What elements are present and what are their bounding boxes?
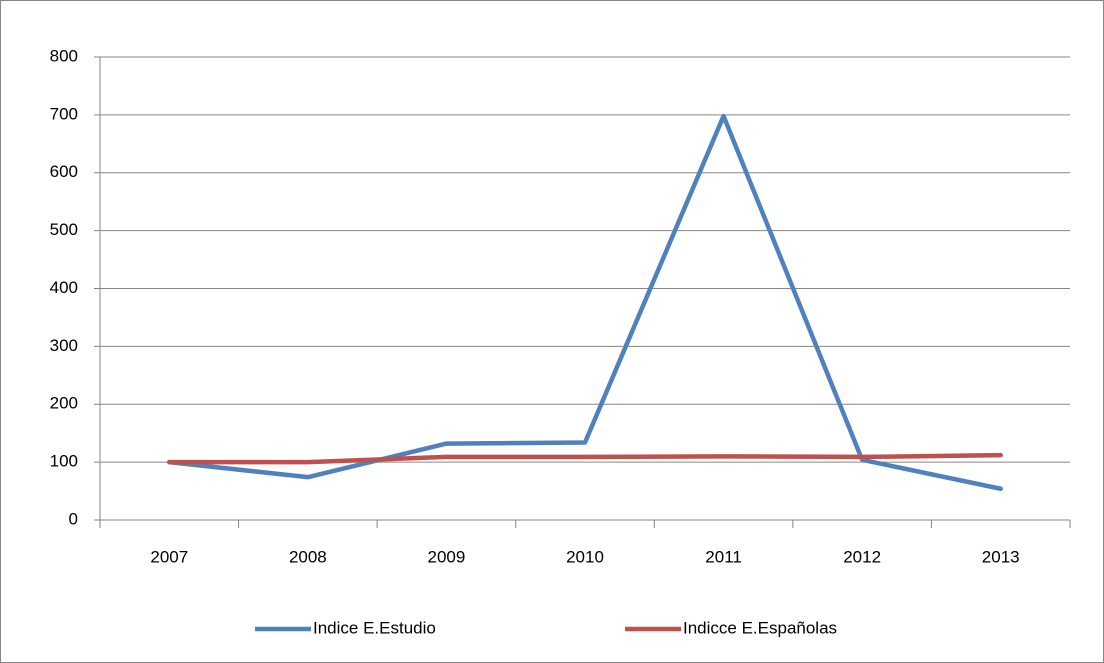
x-tick-label: 2008: [289, 547, 327, 566]
series-line: [167, 452, 1003, 465]
y-tick-label: 400: [50, 278, 78, 297]
y-tick-label: 200: [50, 394, 78, 413]
y-tick-label: 700: [50, 104, 78, 123]
x-tick-label: 2012: [843, 547, 881, 566]
y-tick-label: 100: [50, 452, 78, 471]
y-tick-label: 600: [50, 162, 78, 181]
x-tick-label: 2013: [982, 547, 1020, 566]
legend-label: Indicce E.Españolas: [683, 618, 837, 637]
x-tick-label: 2010: [566, 547, 604, 566]
series-line: [167, 113, 1003, 491]
y-tick-label: 0: [69, 509, 78, 528]
x-tick-label: 2011: [705, 547, 742, 566]
y-tick-label: 800: [50, 46, 78, 65]
y-tick-label: 500: [50, 220, 78, 239]
x-tick-label: 2009: [428, 547, 466, 566]
x-tick-label: 2007: [150, 547, 188, 566]
legend-label: Indice E.Estudio: [313, 618, 436, 637]
y-tick-label: 300: [50, 336, 78, 355]
